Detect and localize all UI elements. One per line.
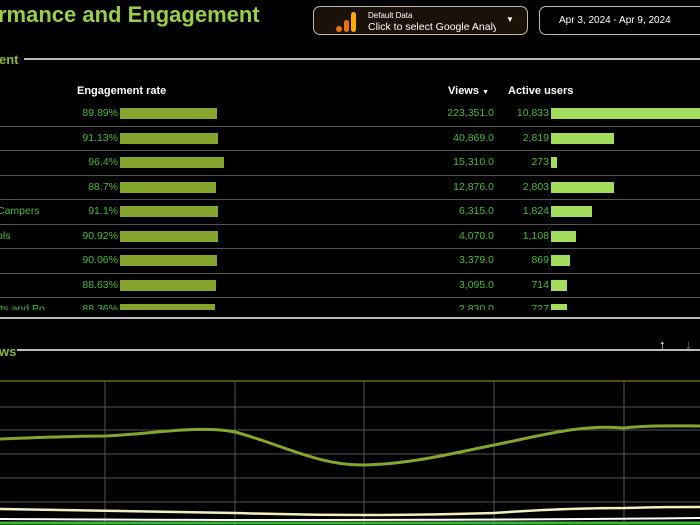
engagement-rate-value: 88.63% [82, 278, 118, 291]
arrow-up-icon[interactable]: ↑ [659, 337, 666, 352]
arrow-down-icon[interactable]: ↓ [685, 337, 692, 352]
engagement-rate-value: 90.92% [82, 229, 118, 242]
views-value: 6,315.0 [458, 205, 494, 217]
active-users-bar [551, 230, 576, 242]
active-users-value: 10,833 [516, 107, 549, 119]
chevron-down-icon: ▼ [506, 15, 514, 24]
table-row[interactable]: 91.13% 40,869.0 2,819 [0, 127, 700, 151]
views-header-label: Views [448, 85, 479, 97]
data-table: 89.89% 223,351.0 10,833 91.13% 40,869.0 … [0, 102, 700, 310]
views-value: 40,869.0 [453, 131, 494, 144]
active-users-bar [551, 255, 571, 266]
views-value: 3,095.0 [458, 278, 494, 291]
table-row[interactable]: 88.7% 12,876.0 2,803 [0, 176, 700, 200]
series-line-white [0, 517, 700, 521]
page-title: rmance and Engagement [0, 2, 260, 27]
engagement-rate-value: 90.06% [82, 254, 118, 266]
engagement-rate-value: 91.13% [82, 131, 118, 144]
engagement-rate-bar [120, 181, 216, 193]
table-row[interactable]: 90.06% 3,379.0 869 [0, 249, 700, 274]
views-value: 3,379.0 [458, 254, 494, 266]
divider [0, 317, 700, 319]
table-row[interactable]: rts and Po 88.36% 2,830.0 727 [0, 298, 700, 310]
column-header-views[interactable]: Views ▼ [448, 85, 489, 97]
engagement-rate-value: 89.89% [82, 107, 118, 119]
active-users-bar [551, 157, 558, 168]
active-users-value: 727 [531, 303, 549, 310]
active-users-value: 2,819 [522, 131, 549, 144]
column-header-engagement-rate[interactable]: Engagement rate [77, 85, 167, 97]
google-analytics-icon [336, 12, 356, 32]
line-chart [0, 380, 700, 525]
views-value: 223,351.0 [447, 107, 494, 119]
active-users-value: 869 [531, 254, 549, 266]
engagement-rate-bar [120, 206, 219, 217]
series-line-green [0, 424, 700, 467]
active-users-bar [551, 206, 592, 217]
active-users-bar [551, 304, 568, 310]
views-value: 2,830.0 [458, 303, 494, 310]
active-users-value: 273 [531, 156, 549, 168]
active-users-bar [551, 279, 567, 291]
table-row[interactable]: 89.89% 223,351.0 10,833 [0, 102, 700, 127]
sort-desc-icon: ▼ [482, 89, 489, 96]
row-name: rts and Po [0, 303, 45, 310]
data-source-selector[interactable]: Default Data Click to select Google Anal… [313, 6, 528, 35]
row-name: ols [0, 229, 11, 242]
views-value: 4,070.0 [458, 229, 494, 242]
gridlines [0, 381, 700, 525]
active-users-value: 714 [531, 278, 549, 291]
engagement-rate-value: 88.36% [82, 303, 118, 310]
engagement-rate-bar [120, 304, 216, 310]
engagement-rate-bar [120, 157, 225, 168]
section-divider [24, 58, 700, 60]
table-row[interactable]: 96.4% 15,310.0 273 [0, 151, 700, 176]
engagement-rate-bar [120, 132, 219, 144]
engagement-rate-value: 88.7% [88, 180, 118, 193]
column-header-active-users[interactable]: Active users [508, 85, 574, 97]
engagement-rate-bar [120, 230, 219, 242]
section-divider [17, 349, 700, 351]
engagement-rate-bar [120, 279, 216, 291]
table-row[interactable]: 88.63% 3,095.0 714 [0, 274, 700, 298]
table-row[interactable]: Campers 91.1% 6,315.0 1,824 [0, 200, 700, 225]
series-line-cream [0, 505, 700, 517]
table-row[interactable]: ols 90.92% 4,070.0 1,108 [0, 225, 700, 249]
row-name: Campers [0, 205, 40, 217]
active-users-bar [551, 181, 614, 193]
engagement-rate-value: 91.1% [88, 205, 118, 217]
active-users-bar [551, 108, 700, 119]
views-value: 12,876.0 [453, 180, 494, 193]
views-value: 15,310.0 [453, 156, 494, 168]
data-source-label: Default Data [368, 11, 413, 20]
engagement-rate-value: 96.4% [88, 156, 118, 168]
active-users-value: 2,803 [522, 180, 549, 193]
active-users-bar [551, 132, 614, 144]
active-users-value: 1,108 [522, 229, 549, 242]
active-users-value: 1,824 [522, 205, 549, 217]
section-title-chart: ws [0, 344, 17, 359]
engagement-rate-bar [120, 255, 218, 266]
section-title-table: ent [0, 52, 19, 67]
engagement-rate-bar [120, 108, 218, 119]
data-source-value: Click to select Google Analyti [368, 21, 496, 33]
date-range-picker[interactable]: Apr 3, 2024 - Apr 9, 2024 [539, 6, 700, 35]
